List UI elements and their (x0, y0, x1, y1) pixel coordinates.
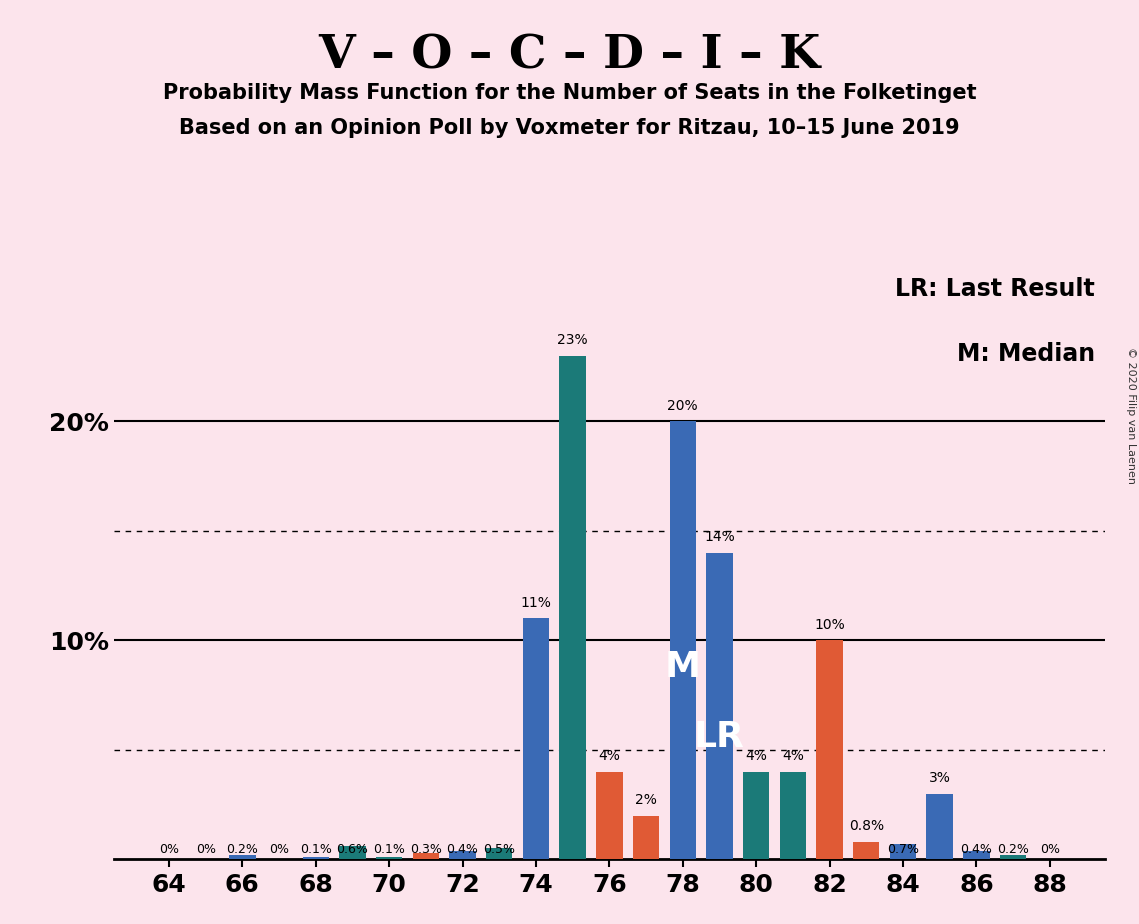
Text: 0.4%: 0.4% (960, 843, 992, 856)
Text: LR: LR (694, 720, 745, 754)
Bar (890, 844, 916, 859)
Text: M: M (665, 650, 700, 684)
Bar (412, 853, 439, 859)
Text: 0.3%: 0.3% (410, 843, 442, 856)
Text: 0%: 0% (1040, 843, 1059, 856)
Text: 0.6%: 0.6% (336, 843, 368, 856)
Text: 4%: 4% (782, 749, 804, 763)
Bar (780, 772, 806, 859)
Text: 4%: 4% (745, 749, 767, 763)
Text: 10%: 10% (814, 617, 845, 631)
Text: 0.5%: 0.5% (483, 843, 515, 856)
Bar (706, 553, 732, 859)
Bar (670, 421, 696, 859)
Text: 0.4%: 0.4% (446, 843, 478, 856)
Text: 20%: 20% (667, 398, 698, 412)
Bar (229, 855, 255, 859)
Text: 4%: 4% (598, 749, 621, 763)
Text: 14%: 14% (704, 530, 735, 544)
Text: 0.2%: 0.2% (997, 843, 1029, 856)
Bar (523, 618, 549, 859)
Bar (303, 857, 329, 859)
Text: M: Median: M: Median (957, 342, 1095, 366)
Text: 3%: 3% (928, 771, 951, 784)
Text: 11%: 11% (521, 596, 551, 610)
Text: Probability Mass Function for the Number of Seats in the Folketinget: Probability Mass Function for the Number… (163, 83, 976, 103)
Text: 0%: 0% (196, 843, 215, 856)
Bar (559, 356, 585, 859)
Text: © 2020 Filip van Laenen: © 2020 Filip van Laenen (1126, 347, 1136, 484)
Bar (376, 857, 402, 859)
Text: 0.1%: 0.1% (374, 843, 405, 856)
Bar (964, 851, 990, 859)
Bar (817, 640, 843, 859)
Bar (1000, 855, 1026, 859)
Text: 0.2%: 0.2% (227, 843, 259, 856)
Text: LR: Last Result: LR: Last Result (895, 277, 1095, 301)
Text: 2%: 2% (636, 793, 657, 807)
Text: 0.8%: 0.8% (849, 819, 884, 833)
Text: 0.7%: 0.7% (887, 843, 919, 856)
Bar (743, 772, 769, 859)
Text: 0%: 0% (159, 843, 179, 856)
Bar (450, 851, 476, 859)
Bar (633, 816, 659, 859)
Text: Based on an Opinion Poll by Voxmeter for Ritzau, 10–15 June 2019: Based on an Opinion Poll by Voxmeter for… (179, 118, 960, 139)
Bar (596, 772, 623, 859)
Bar (339, 846, 366, 859)
Bar (926, 794, 953, 859)
Text: 0.1%: 0.1% (300, 843, 331, 856)
Text: 23%: 23% (557, 333, 588, 346)
Bar (853, 842, 879, 859)
Bar (486, 848, 513, 859)
Text: V – O – C – D – I – K: V – O – C – D – I – K (319, 32, 820, 79)
Text: 0%: 0% (269, 843, 289, 856)
